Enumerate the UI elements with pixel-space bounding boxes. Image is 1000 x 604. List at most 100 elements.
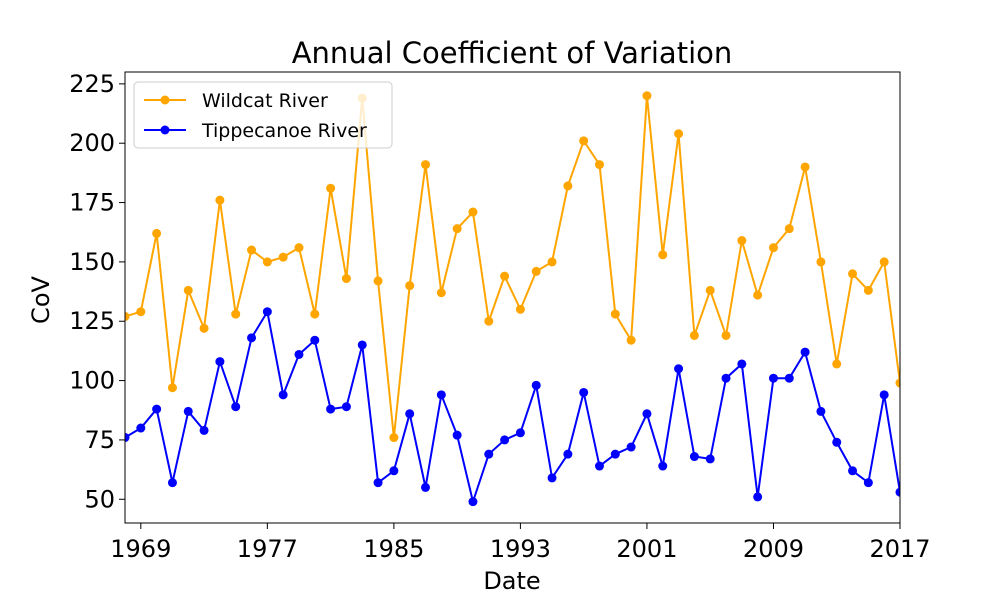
- data-point: [848, 466, 858, 476]
- data-point: [515, 304, 525, 314]
- data-point: [484, 316, 494, 326]
- data-point: [310, 309, 320, 319]
- data-point: [183, 406, 193, 416]
- data-point: [167, 383, 177, 393]
- data-point: [231, 402, 241, 412]
- data-point: [610, 309, 620, 319]
- data-point: [531, 266, 541, 276]
- data-point: [326, 183, 336, 193]
- data-point: [373, 478, 383, 488]
- data-point: [784, 224, 794, 234]
- data-point: [183, 285, 193, 295]
- data-point: [768, 373, 778, 383]
- data-point: [626, 442, 636, 452]
- x-tick-label: 1985: [363, 535, 424, 563]
- x-tick-label: 2017: [869, 535, 930, 563]
- data-point: [262, 257, 272, 267]
- data-point: [689, 330, 699, 340]
- data-point: [642, 91, 652, 101]
- data-point: [816, 257, 826, 267]
- legend-item: Tippecanoe River: [144, 120, 367, 142]
- data-point: [262, 307, 272, 317]
- data-point: [468, 497, 478, 507]
- data-point: [879, 390, 889, 400]
- data-point: [515, 428, 525, 438]
- data-point: [294, 349, 304, 359]
- data-point: [199, 425, 209, 435]
- axes-layer: 50 75 100 125 150 175 200 225 1969 1977 1985 1993 20…: [69, 70, 930, 563]
- y-tick-label: 100: [69, 367, 115, 395]
- data-point: [341, 274, 351, 284]
- data-point: [468, 207, 478, 217]
- data-point: [594, 461, 604, 471]
- chart-title: Annual Coefficient of Variation: [292, 36, 733, 70]
- data-point: [247, 245, 257, 255]
- data-point: [278, 252, 288, 262]
- y-tick-label: 50: [84, 485, 115, 513]
- legend-marker: [160, 95, 170, 105]
- data-point: [848, 269, 858, 279]
- data-point: [626, 335, 636, 345]
- data-point: [721, 330, 731, 340]
- x-tick-label: 1993: [490, 535, 551, 563]
- x-tick-label: 2009: [743, 535, 804, 563]
- data-point: [341, 402, 351, 412]
- data-point: [753, 290, 763, 300]
- series-line: [125, 308, 900, 506]
- data-point: [658, 250, 668, 260]
- legend-label: Tippecanoe River: [201, 120, 367, 142]
- data-point: [531, 380, 541, 390]
- data-point: [136, 423, 146, 433]
- data-point: [389, 466, 399, 476]
- data-point: [563, 449, 573, 459]
- data-point: [421, 160, 431, 170]
- y-tick-label: 125: [69, 307, 115, 335]
- data-point: [895, 378, 900, 388]
- data-point: [215, 357, 225, 367]
- data-point: [705, 454, 715, 464]
- data-point: [658, 461, 668, 471]
- data-point: [800, 162, 810, 172]
- data-point: [152, 404, 162, 414]
- legend-item: Wildcat River: [144, 90, 328, 112]
- data-point: [784, 373, 794, 383]
- data-point: [500, 271, 510, 281]
- y-tick-label: 225: [69, 70, 115, 98]
- data-point: [863, 285, 873, 295]
- legend-label: Wildcat River: [202, 90, 328, 112]
- data-point: [642, 409, 652, 419]
- legend: Wildcat River Tippecanoe River: [133, 81, 393, 149]
- data-point: [452, 430, 462, 440]
- data-point: [421, 482, 431, 492]
- x-tick-label: 1969: [110, 535, 171, 563]
- data-point: [405, 409, 415, 419]
- data-point: [310, 335, 320, 345]
- data-point: [389, 433, 399, 443]
- data-point: [373, 276, 383, 286]
- y-tick-label: 75: [84, 426, 115, 454]
- data-point: [832, 437, 842, 447]
- data-point: [579, 136, 589, 146]
- data-point: [610, 449, 620, 459]
- data-point: [563, 181, 573, 191]
- data-point: [689, 452, 699, 462]
- data-point: [125, 311, 130, 321]
- data-point: [547, 257, 557, 267]
- data-point: [737, 359, 747, 369]
- data-point: [500, 435, 510, 445]
- x-tick-label: 1977: [237, 535, 298, 563]
- data-point: [231, 309, 241, 319]
- x-tick-label: 2001: [616, 535, 677, 563]
- data-point: [579, 387, 589, 397]
- y-tick-label: 200: [69, 129, 115, 157]
- data-point: [136, 307, 146, 317]
- x-axis-label: Date: [483, 567, 540, 595]
- data-point: [895, 487, 900, 497]
- data-point: [737, 236, 747, 246]
- y-axis-label: CoV: [27, 275, 55, 323]
- data-point: [452, 224, 462, 234]
- series-layer: [125, 91, 900, 507]
- data-point: [832, 359, 842, 369]
- data-point: [594, 160, 604, 170]
